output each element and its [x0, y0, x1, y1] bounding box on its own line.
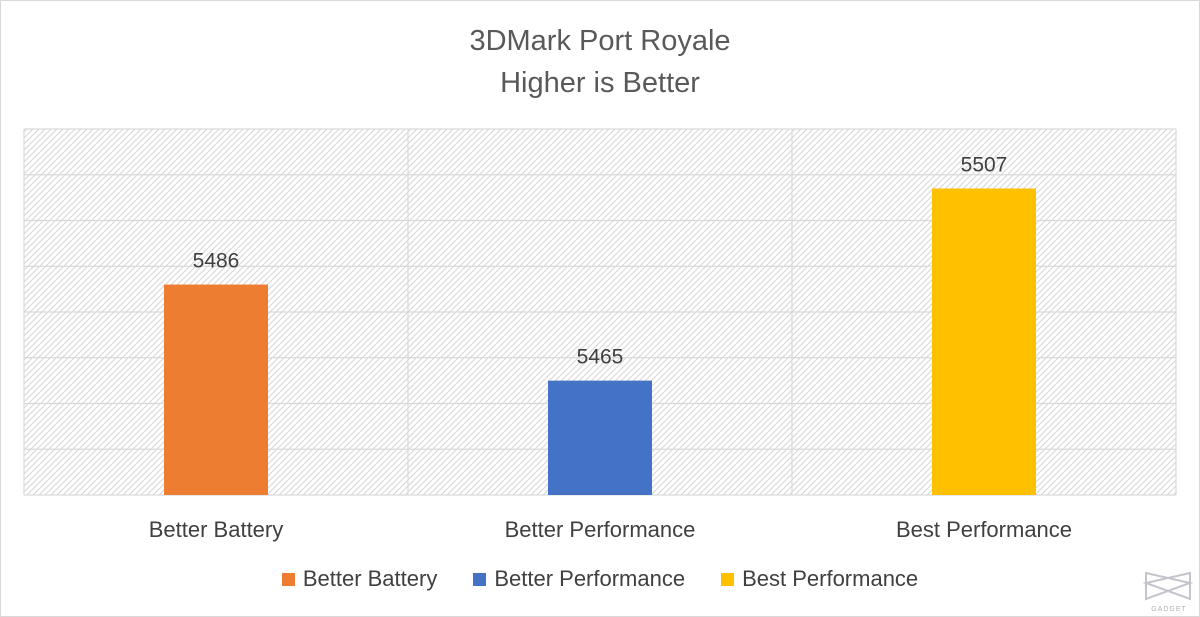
x-tick-label: Best Performance — [896, 517, 1072, 542]
watermark: GADGET — [1142, 571, 1194, 613]
legend-item-better-battery: Better Battery — [281, 566, 438, 592]
legend-label-better-battery: Better Battery — [302, 566, 438, 591]
legend-label-better-performance: Better Performance — [494, 566, 686, 591]
chart-subtitle: Higher is Better — [500, 67, 700, 99]
x-tick-label: Better Battery — [149, 517, 284, 542]
legend-swatch-better-battery — [281, 572, 295, 586]
labels-group: 5486 Better Battery 5465 Better Performance… — [149, 153, 1072, 542]
data-label: 5507 — [961, 153, 1008, 176]
data-label: 5465 — [577, 346, 624, 369]
chart-title-block: 3DMark Port Royale Higher is Better — [0, 20, 1200, 104]
bars-group — [164, 188, 1036, 495]
bar — [164, 284, 268, 495]
watermark-text: GADGET — [1151, 606, 1187, 613]
bar — [548, 380, 652, 495]
legend: Better Battery Better Performance Best P… — [0, 566, 1200, 592]
x-tick-label: Better Performance — [505, 517, 696, 542]
gadget-logo-icon — [1142, 571, 1194, 601]
data-label: 5486 — [193, 250, 240, 273]
legend-label-best-performance: Best Performance — [742, 566, 919, 591]
chart-title: 3DMark Port Royale — [469, 25, 731, 57]
legend-item-best-performance: Best Performance — [721, 566, 918, 592]
legend-item-better-performance: Better Performance — [473, 566, 685, 592]
legend-swatch-better-performance — [473, 572, 487, 586]
bar — [932, 188, 1036, 495]
legend-swatch-best-performance — [721, 572, 735, 586]
